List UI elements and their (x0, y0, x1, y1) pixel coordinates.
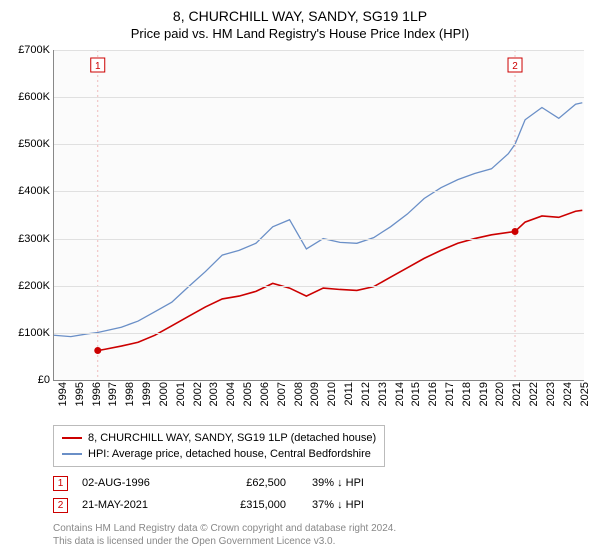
plot-svg: 12 (54, 50, 584, 380)
plot-area: 12 (53, 50, 584, 381)
xtick-label: 2011 (343, 382, 355, 406)
xtick-label: 2013 (377, 382, 389, 406)
xtick-label: 2003 (208, 382, 220, 406)
event-price: £62,500 (216, 472, 286, 494)
xtick-label: 2008 (293, 382, 305, 406)
xtick-label: 2024 (562, 382, 574, 406)
attribution: Contains HM Land Registry data © Crown c… (53, 522, 396, 548)
xtick-label: 2001 (175, 382, 187, 406)
svg-text:2: 2 (512, 61, 518, 72)
xtick-label: 1996 (91, 382, 103, 406)
svg-text:1: 1 (95, 61, 101, 72)
event-row: 1 02-AUG-1996 £62,500 39% ↓ HPI (53, 472, 392, 494)
xtick-label: 2004 (225, 382, 237, 406)
event-date: 21-MAY-2021 (82, 494, 202, 516)
gridline (54, 144, 584, 145)
ytick-label: £300K (5, 233, 50, 245)
xtick-label: 2006 (259, 382, 271, 406)
event-marker-box: 1 (91, 58, 105, 72)
xtick-label: 2025 (579, 382, 591, 406)
gridline (54, 286, 584, 287)
event-point (94, 347, 101, 354)
legend-label: 8, CHURCHILL WAY, SANDY, SG19 1LP (detac… (88, 430, 376, 446)
attribution-line-1: Contains HM Land Registry data © Crown c… (53, 522, 396, 535)
xtick-label: 2010 (326, 382, 338, 406)
xtick-label: 2017 (444, 382, 456, 406)
xtick-label: 2022 (528, 382, 540, 406)
xtick-label: 2020 (494, 382, 506, 406)
xtick-label: 1999 (141, 382, 153, 406)
ytick-label: £500K (5, 138, 50, 150)
event-diff: 37% ↓ HPI (300, 494, 392, 516)
event-date: 02-AUG-1996 (82, 472, 202, 494)
gridline (54, 239, 584, 240)
event-id-marker: 1 (53, 476, 68, 491)
event-row: 2 21-MAY-2021 £315,000 37% ↓ HPI (53, 494, 392, 516)
xtick-label: 2019 (478, 382, 490, 406)
event-id-marker: 2 (53, 498, 68, 513)
legend-swatch (62, 453, 82, 455)
ytick-label: £600K (5, 91, 50, 103)
ytick-label: £100K (5, 327, 50, 339)
xtick-label: 2014 (394, 382, 406, 406)
legend-item: 8, CHURCHILL WAY, SANDY, SG19 1LP (detac… (62, 430, 376, 446)
gridline (54, 333, 584, 334)
xtick-label: 2012 (360, 382, 372, 406)
ytick-label: £200K (5, 280, 50, 292)
series-line (98, 210, 583, 350)
legend-swatch (62, 437, 82, 439)
ytick-label: £700K (5, 44, 50, 56)
xtick-label: 2009 (309, 382, 321, 406)
xtick-label: 2016 (427, 382, 439, 406)
chart-title: 8, CHURCHILL WAY, SANDY, SG19 1LP (0, 0, 600, 24)
chart-subtitle: Price paid vs. HM Land Registry's House … (0, 24, 600, 45)
ytick-label: £400K (5, 185, 50, 197)
xtick-label: 2000 (158, 382, 170, 406)
ytick-label: £0 (5, 374, 50, 386)
legend-item: HPI: Average price, detached house, Cent… (62, 446, 376, 462)
chart-container: 8, CHURCHILL WAY, SANDY, SG19 1LP Price … (0, 0, 600, 560)
xtick-label: 2005 (242, 382, 254, 406)
xtick-label: 1997 (107, 382, 119, 406)
xtick-label: 2002 (192, 382, 204, 406)
event-marker-box: 2 (508, 58, 522, 72)
xtick-label: 1995 (74, 382, 86, 406)
event-diff: 39% ↓ HPI (300, 472, 392, 494)
event-point (512, 228, 519, 235)
event-price: £315,000 (216, 494, 286, 516)
xtick-label: 1994 (57, 382, 69, 406)
gridline (54, 191, 584, 192)
legend: 8, CHURCHILL WAY, SANDY, SG19 1LP (detac… (53, 425, 385, 467)
attribution-line-2: This data is licensed under the Open Gov… (53, 535, 396, 548)
xtick-label: 2021 (511, 382, 523, 406)
xtick-label: 1998 (124, 382, 136, 406)
event-table: 1 02-AUG-1996 £62,500 39% ↓ HPI 2 21-MAY-2021… (53, 472, 392, 516)
xtick-label: 2023 (545, 382, 557, 406)
series-line (54, 103, 582, 337)
xtick-label: 2015 (410, 382, 422, 406)
gridline (54, 97, 584, 98)
xtick-label: 2018 (461, 382, 473, 406)
legend-label: HPI: Average price, detached house, Cent… (88, 446, 371, 462)
xtick-label: 2007 (276, 382, 288, 406)
gridline (54, 50, 584, 51)
